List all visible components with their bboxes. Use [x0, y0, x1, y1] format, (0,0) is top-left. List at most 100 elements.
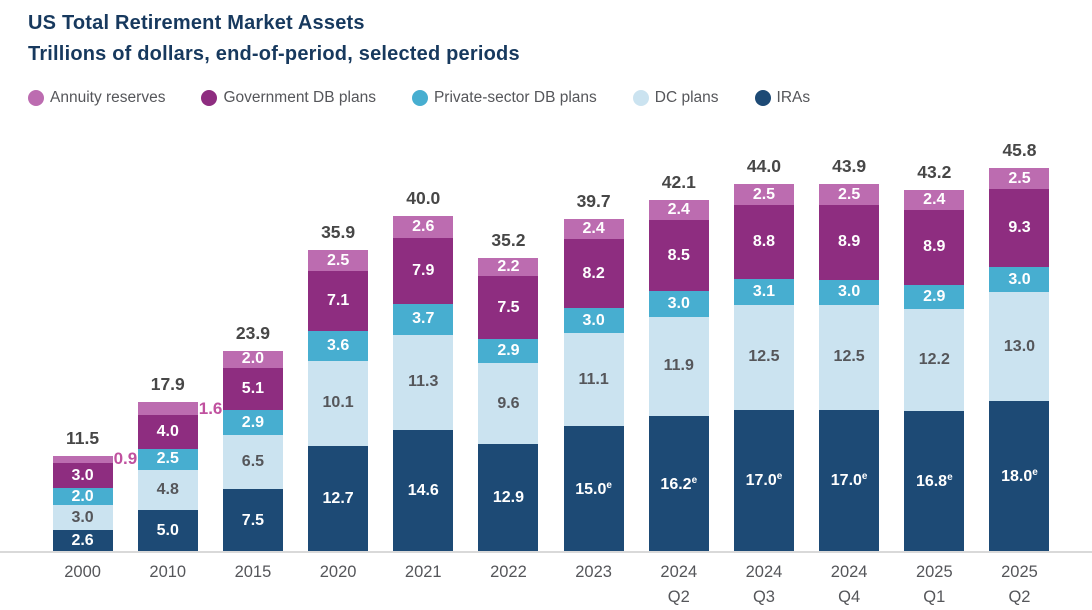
- legend: Annuity reserves Government DB plans Priva…: [28, 89, 810, 107]
- bar-stack: 17.0e 12.5 3.0 8.9 2.5: [819, 184, 880, 552]
- x-axis-label-2023: 2023: [575, 563, 612, 581]
- bar-stack: 12.9 9.6 2.9 7.5 2.2: [478, 257, 539, 552]
- bar-segment-iras: 17.0e: [819, 409, 880, 552]
- chart-column-2022: 12.9 9.6 2.9 7.5 2.2 35.2: [466, 168, 551, 552]
- segment-value-label: 3.0: [582, 311, 605, 329]
- bar-segment-government-db-plans: 8.8: [733, 205, 794, 279]
- segment-value-label: 2.5: [156, 450, 179, 468]
- segment-value-label: 12.7: [322, 489, 354, 507]
- segment-value-label: 15.0e: [575, 479, 612, 498]
- segment-value-label: 5.0: [156, 522, 179, 540]
- chart-title: US Total Retirement Market Assets: [28, 12, 365, 34]
- bar-segment-annuity-reserves: 2.4: [648, 200, 709, 221]
- segment-value-label: 4.8: [156, 481, 179, 498]
- bar-stack: 12.7 10.1 3.6 7.1 2.5: [308, 250, 369, 552]
- bar-segment-private-sector-db-plans: 3.0: [819, 279, 880, 305]
- chart-column-2020: 12.7 10.1 3.6 7.1 2.5 35.9: [296, 168, 381, 552]
- chart-column-2015: 7.5 6.5 2.9 5.1 2.0 23.9: [210, 168, 295, 552]
- segment-value-label: 7.5: [497, 298, 520, 316]
- legend-dot-icon: [632, 90, 649, 106]
- legend-dot-icon: [28, 90, 44, 106]
- bar-stack: 16.2e 11.9 3.0 8.5 2.4: [648, 200, 709, 552]
- bar-segment-iras: 12.9: [478, 443, 539, 552]
- segment-value-label: 18.0e: [1001, 467, 1038, 486]
- segment-value-label: 9.6: [497, 394, 520, 412]
- segment-value-label: 10.1: [322, 394, 354, 412]
- bar-segment-annuity-reserves: 2.5: [819, 184, 880, 206]
- bar-total-label: 35.9: [321, 222, 356, 243]
- segment-value-label: 11.3: [408, 373, 439, 391]
- chart-column-2021: 14.6 11.3 3.7 7.9 2.6 40.0: [381, 168, 466, 552]
- legend-dot-icon: [411, 90, 428, 106]
- legend-label: Private-sector DB plans: [433, 89, 597, 106]
- segment-value-label: 3.6: [326, 336, 350, 354]
- segment-value-label: 3.0: [667, 294, 690, 312]
- bar-segment-private-sector-db-plans: 3.0: [563, 308, 624, 334]
- bar-segment-annuity-reserves: 2.4: [904, 190, 965, 211]
- chart-header: US Total Retirement Market Assets Trilli…: [28, 12, 520, 66]
- bar-stack: 17.0e 12.5 3.1 8.8 2.5: [733, 184, 794, 552]
- bar-segment-dc-plans: 11.3: [393, 334, 454, 430]
- chart-subtitle: Trillions of dollars, end-of-period, sel…: [28, 43, 520, 65]
- segment-value-label: 9.3: [1008, 219, 1031, 237]
- segment-value-label: 17.0e: [830, 471, 868, 490]
- bar-segment-private-sector-db-plans: 3.0: [989, 267, 1050, 293]
- segment-value-label: 4.0: [156, 423, 179, 441]
- segment-value-label: 2.6: [412, 217, 435, 235]
- estimate-superscript: e: [861, 471, 868, 483]
- chart-column-2024-q4: 17.0e 12.5 3.0 8.9 2.5 43.9: [807, 156, 892, 552]
- segment-value-label: 8.5: [667, 246, 690, 264]
- segment-value-label: 3.1: [752, 282, 776, 300]
- estimate-superscript: e: [947, 472, 953, 484]
- bar-segment-dc-plans: 11.1: [563, 333, 624, 427]
- bar-segment-government-db-plans: 8.9: [819, 205, 880, 280]
- legend-label: IRAs: [776, 89, 811, 106]
- segment-value-label: 2.5: [752, 185, 776, 203]
- bar-stack: 15.0e 11.1 3.0 8.2 2.4: [563, 219, 624, 552]
- bar-segment-dc-plans: 12.5: [733, 304, 794, 410]
- estimate-superscript: e: [691, 474, 698, 486]
- x-axis-label-2020: 2020: [319, 563, 357, 581]
- bar-segment-government-db-plans: 7.1: [308, 271, 369, 331]
- segment-value-label: 8.2: [582, 264, 605, 282]
- legend-label: Government DB plans: [223, 89, 376, 106]
- bar-segment-private-sector-db-plans: 2.9: [222, 410, 283, 435]
- segment-value-label: 2.4: [667, 201, 690, 219]
- bar-segment-government-db-plans: 4.0: [137, 415, 198, 449]
- bar-segment-annuity-reserves: 2.6: [393, 216, 454, 238]
- x-axis-label-2021: 2021: [404, 563, 442, 581]
- bar-total-label: 43.2: [917, 161, 952, 182]
- bar-total-label: 42.1: [661, 172, 696, 193]
- plot-area: 0.9 2.6 3.0 2.0 3.0 11.5 1.6 5.0 4.8 2.5 4.0 17.9 7.…: [40, 140, 1062, 552]
- annuity-outside-value-label: 1.6: [198, 398, 223, 418]
- bar-segment-private-sector-db-plans: 2.0: [52, 488, 113, 506]
- bar-segment-dc-plans: 3.0: [52, 505, 113, 531]
- segment-value-label: 2.4: [923, 191, 946, 209]
- estimate-superscript: e: [1032, 467, 1038, 479]
- estimate-superscript: e: [776, 471, 783, 483]
- segment-value-label: 16.2e: [660, 474, 698, 493]
- segment-value-label: 7.1: [326, 292, 350, 310]
- x-axis-label-2010: 2010: [149, 563, 187, 581]
- segment-value-label: 6.5: [241, 452, 265, 470]
- bar-segment-iras: 5.0: [137, 510, 198, 552]
- segment-value-label: 2.5: [838, 185, 861, 203]
- bar-segment-iras: 18.0e: [989, 401, 1050, 552]
- bar-stack: 16.8e 12.2 2.9 8.9 2.4: [904, 190, 965, 552]
- bar-segment-private-sector-db-plans: 3.1: [733, 278, 794, 305]
- bar-total-label: 17.9: [150, 374, 185, 394]
- segment-value-label: 17.0e: [745, 471, 783, 490]
- bar-segment-dc-plans: 12.5: [819, 304, 880, 410]
- segment-value-label: 2.9: [923, 287, 946, 305]
- segment-value-label: 8.9: [838, 233, 861, 251]
- bar-segment-iras: 14.6: [393, 429, 454, 552]
- segment-value-label: 7.9: [412, 261, 435, 279]
- bar-total-label: 44.0: [746, 156, 781, 177]
- segment-value-label: 3.7: [412, 310, 435, 328]
- bar-stack: 2.6 3.0 2.0 3.0: [52, 455, 113, 552]
- segment-value-label: 11.1: [578, 370, 609, 388]
- segment-value-label: 3.0: [838, 283, 861, 301]
- legend-item-iras: IRAs: [754, 89, 811, 107]
- bar-segment-private-sector-db-plans: 3.6: [308, 330, 369, 361]
- legend-label: Annuity reserves: [50, 89, 166, 106]
